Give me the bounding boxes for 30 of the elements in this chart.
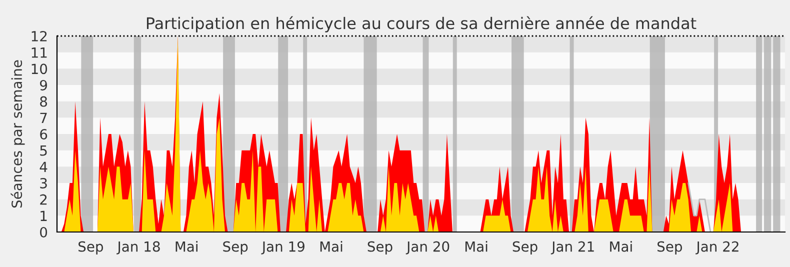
- x-tick-label: Jan 20: [406, 241, 450, 254]
- y-tick-label: 5: [40, 145, 47, 156]
- y-axis-title: Séances par semaine: [10, 60, 25, 208]
- y-tick-label: 4: [40, 162, 48, 172]
- x-tick-label: Sep: [78, 241, 104, 254]
- y-tick-label: 12: [32, 30, 47, 42]
- x-tick-label: Mai: [610, 241, 632, 252]
- line-series: [688, 182, 712, 232]
- x-tick-label: Jan 19: [261, 241, 304, 254]
- x-tick-label: Sep: [512, 241, 538, 254]
- x-tick-label: Sep: [658, 241, 682, 254]
- x-tick-label: Mai: [176, 241, 198, 252]
- y-tick-label: 0: [40, 226, 48, 238]
- y-tick-label: 8: [40, 96, 48, 107]
- y-tick-label: 3: [40, 178, 47, 188]
- y-tick-label: 11: [32, 47, 47, 58]
- x-tick-label: Sep: [223, 241, 248, 254]
- y-tick-label: 10: [32, 64, 48, 74]
- x-tick-label: Jan 22: [696, 241, 738, 254]
- x-tick-label: Mai: [465, 241, 488, 252]
- y-tick-label: 6: [40, 128, 48, 140]
- y-tick-label: 9: [40, 80, 47, 90]
- y-tick-label: 7: [40, 112, 47, 123]
- chart-title: Participation en hémicycle au cours de sa dernière année de mandat: [146, 16, 696, 32]
- y-tick-label: 1: [40, 210, 47, 221]
- x-tick-label: Mai: [320, 241, 342, 252]
- x-tick-label: Jan 18: [116, 241, 160, 254]
- x-tick-label: Jan 21: [550, 241, 594, 254]
- y-tick-label: 2: [40, 194, 47, 205]
- x-tick-label: Sep: [368, 241, 392, 254]
